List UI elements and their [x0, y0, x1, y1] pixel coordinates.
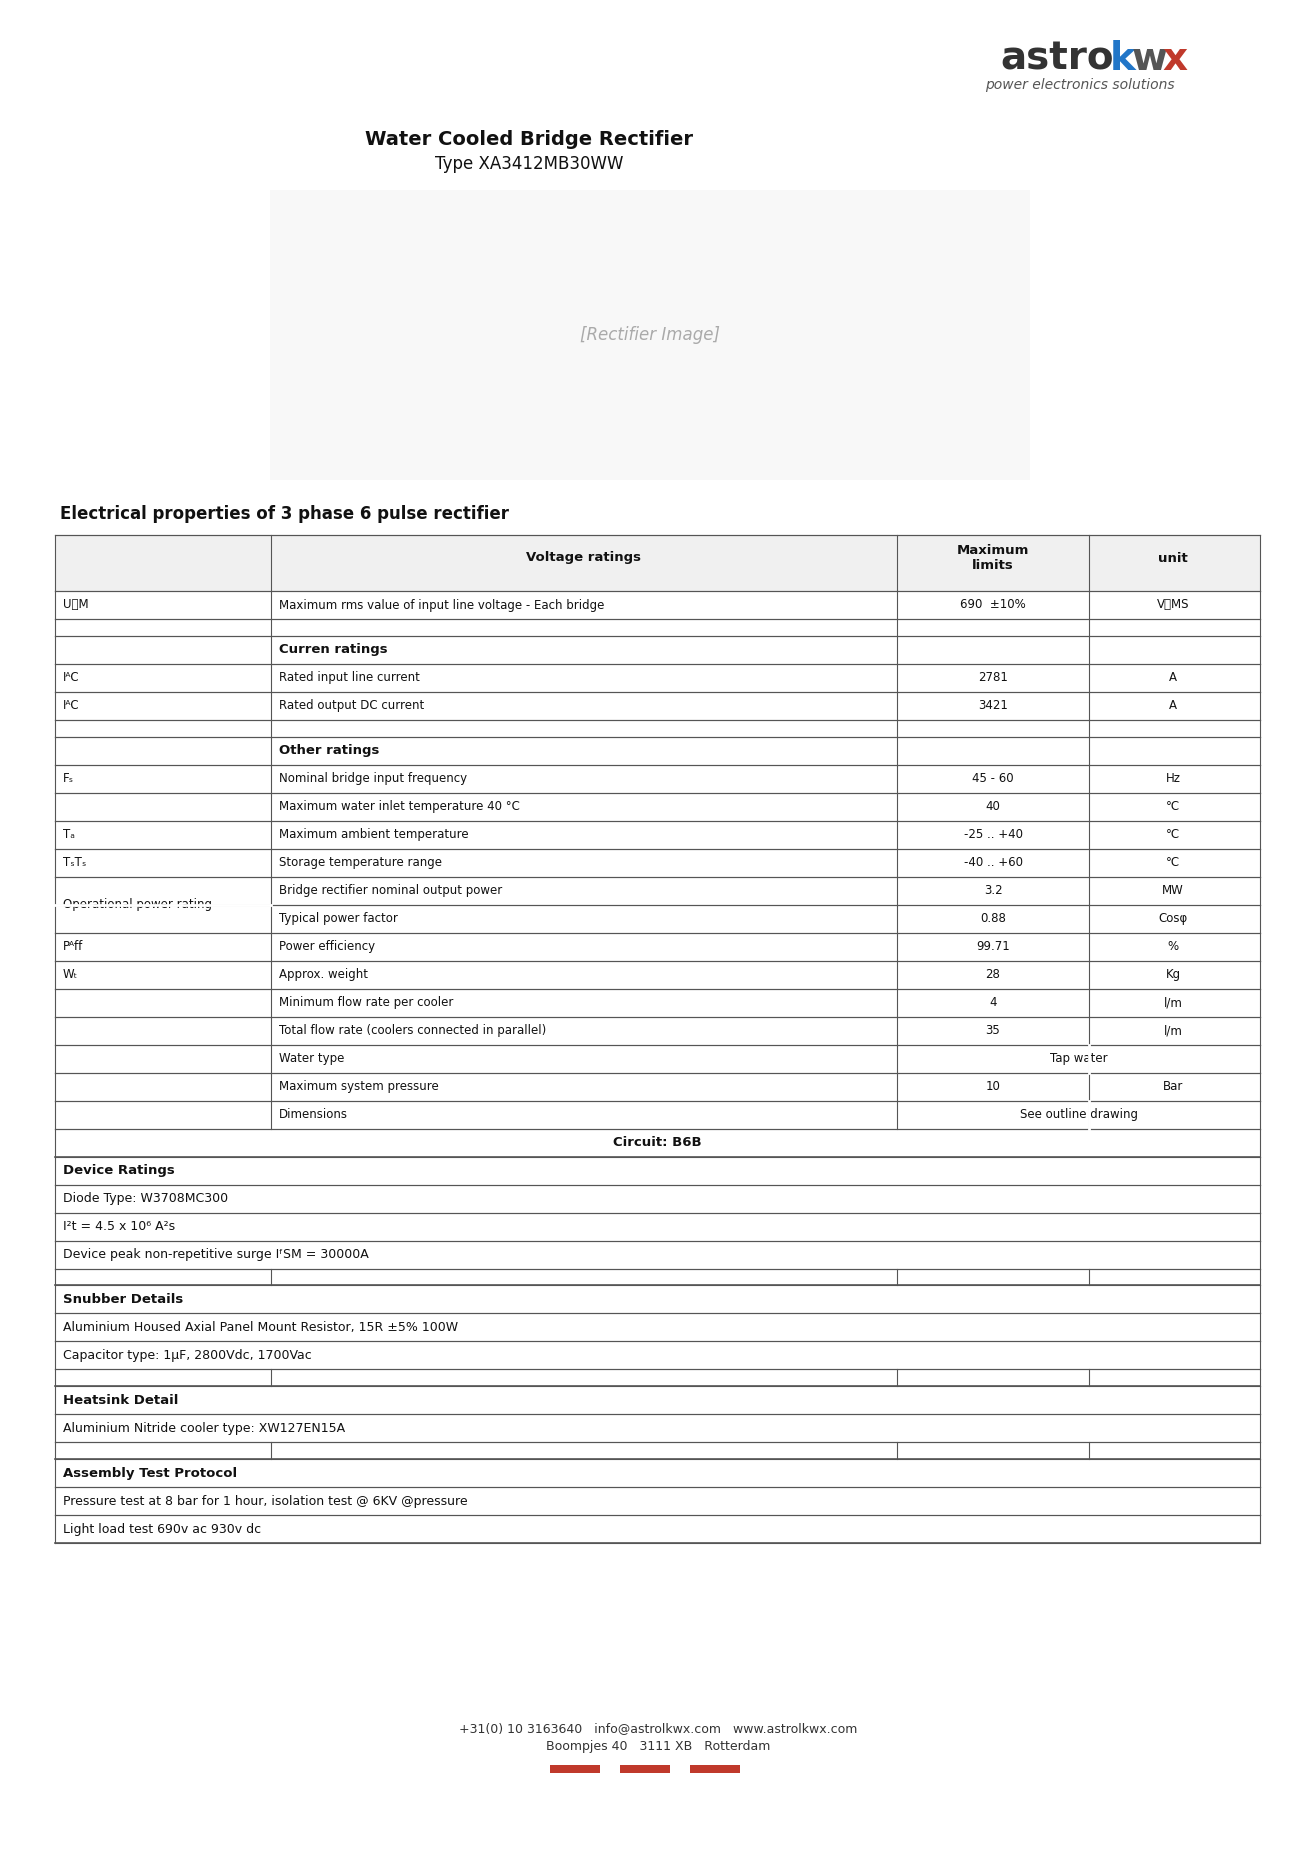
Text: Kg: Kg: [1166, 967, 1180, 980]
Text: 4: 4: [990, 997, 996, 1010]
Text: 28: 28: [986, 967, 1000, 980]
Text: Voltage ratings: Voltage ratings: [526, 552, 641, 564]
Text: Snubber Details: Snubber Details: [63, 1293, 183, 1306]
Text: Diode Type: W3708MC300: Diode Type: W3708MC300: [63, 1192, 228, 1205]
Text: Hz: Hz: [1166, 772, 1180, 785]
Text: 2781: 2781: [978, 671, 1008, 684]
Text: 0.88: 0.88: [980, 911, 1005, 924]
Text: MW: MW: [1162, 884, 1184, 897]
Text: Storage temperature range: Storage temperature range: [279, 856, 442, 869]
Text: 99.71: 99.71: [976, 939, 1009, 952]
Text: Rated output DC current: Rated output DC current: [279, 699, 424, 712]
Text: Light load test 690v ac 930v dc: Light load test 690v ac 930v dc: [63, 1523, 261, 1536]
Text: Other ratings: Other ratings: [279, 744, 379, 757]
Text: 45 - 60: 45 - 60: [973, 772, 1013, 785]
Text: °C: °C: [1166, 828, 1180, 841]
Text: power electronics solutions: power electronics solutions: [986, 78, 1175, 91]
Text: unit: unit: [1158, 552, 1188, 564]
Text: +31(0) 10 3163640   info@astrolkwx.com   www.astrolkwx.com: +31(0) 10 3163640 info@astrolkwx.com www…: [459, 1722, 857, 1735]
Text: 3421: 3421: [978, 699, 1008, 712]
Text: Fₛ: Fₛ: [63, 772, 74, 785]
Text: Aluminium Housed Axial Panel Mount Resistor, 15R ±5% 100W: Aluminium Housed Axial Panel Mount Resis…: [63, 1321, 458, 1334]
Text: Assembly Test Protocol: Assembly Test Protocol: [63, 1466, 237, 1479]
Text: I²t = 4.5 x 10⁶ A²s: I²t = 4.5 x 10⁶ A²s: [63, 1220, 175, 1233]
Text: Pᴬff: Pᴬff: [63, 939, 83, 952]
Text: IᴬC: IᴬC: [63, 671, 80, 684]
Text: Rated input line current: Rated input line current: [279, 671, 420, 684]
Text: Aluminium Nitride cooler type: XW127EN15A: Aluminium Nitride cooler type: XW127EN15…: [63, 1421, 345, 1434]
Text: °C: °C: [1166, 800, 1180, 813]
Text: Heatsink Detail: Heatsink Detail: [63, 1393, 179, 1406]
Text: Total flow rate (coolers connected in parallel): Total flow rate (coolers connected in pa…: [279, 1025, 546, 1038]
Text: Power efficiency: Power efficiency: [279, 939, 375, 952]
Text: Tₐ: Tₐ: [63, 828, 75, 841]
Text: Cosφ: Cosφ: [1158, 911, 1187, 924]
Text: IᴬC: IᴬC: [63, 699, 80, 712]
Text: Type XA3412MB30WW: Type XA3412MB30WW: [434, 154, 624, 173]
Text: Minimum flow rate per cooler: Minimum flow rate per cooler: [279, 997, 454, 1010]
Text: 3.2: 3.2: [983, 884, 1003, 897]
Text: Wₜ: Wₜ: [63, 967, 78, 980]
Text: w: w: [1132, 41, 1167, 78]
Text: A: A: [1169, 699, 1177, 712]
Text: See outline drawing: See outline drawing: [1020, 1109, 1137, 1122]
Text: -40 .. +60: -40 .. +60: [963, 856, 1023, 869]
Text: Boompjes 40   3111 XB   Rotterdam: Boompjes 40 3111 XB Rotterdam: [546, 1739, 770, 1752]
FancyBboxPatch shape: [270, 190, 1030, 480]
Text: Maximum system pressure: Maximum system pressure: [279, 1081, 438, 1094]
Text: Maximum ambient temperature: Maximum ambient temperature: [279, 828, 468, 841]
Text: 10: 10: [986, 1081, 1000, 1094]
Text: astro: astro: [1000, 41, 1113, 78]
Text: Device Ratings: Device Ratings: [63, 1164, 175, 1177]
Text: l/m: l/m: [1163, 1025, 1183, 1038]
Bar: [55, 536, 1259, 591]
Text: Capacitor type: 1μF, 2800Vdc, 1700Vac: Capacitor type: 1μF, 2800Vdc, 1700Vac: [63, 1348, 312, 1362]
Bar: [690, 1765, 740, 1773]
Text: VᴯMS: VᴯMS: [1157, 599, 1190, 612]
Text: TₛTₛ: TₛTₛ: [63, 856, 87, 869]
Text: Dimensions: Dimensions: [279, 1109, 347, 1122]
Text: [Rectifier Image]: [Rectifier Image]: [580, 326, 720, 344]
Text: Electrical properties of 3 phase 6 pulse rectifier: Electrical properties of 3 phase 6 pulse…: [61, 506, 509, 523]
Text: %: %: [1167, 939, 1179, 952]
Text: 40: 40: [986, 800, 1000, 813]
Text: -25 .. +40: -25 .. +40: [963, 828, 1023, 841]
Text: Typical power factor: Typical power factor: [279, 911, 397, 924]
Text: l/m: l/m: [1163, 997, 1183, 1010]
Text: 35: 35: [986, 1025, 1000, 1038]
Bar: [550, 1765, 600, 1773]
Text: Approx. weight: Approx. weight: [279, 967, 368, 980]
Text: Nominal bridge input frequency: Nominal bridge input frequency: [279, 772, 467, 785]
Text: UᵫM: UᵫM: [63, 599, 88, 612]
Text: Curren ratings: Curren ratings: [279, 644, 388, 657]
Text: A: A: [1169, 671, 1177, 684]
Text: Tap water: Tap water: [1050, 1053, 1107, 1066]
Text: Device peak non-repetitive surge IᶠSM = 30000A: Device peak non-repetitive surge IᶠSM = …: [63, 1248, 368, 1261]
Text: Operational power rating: Operational power rating: [63, 898, 212, 911]
Text: Maximum rms value of input line voltage - Each bridge: Maximum rms value of input line voltage …: [279, 599, 604, 612]
Text: °C: °C: [1166, 856, 1180, 869]
Text: Water Cooled Bridge Rectifier: Water Cooled Bridge Rectifier: [365, 130, 694, 149]
Text: x: x: [1162, 41, 1187, 78]
Text: Maximum
limits: Maximum limits: [957, 543, 1029, 573]
Text: Pressure test at 8 bar for 1 hour, isolation test @ 6KV @pressure: Pressure test at 8 bar for 1 hour, isola…: [63, 1494, 467, 1507]
Text: Water type: Water type: [279, 1053, 345, 1066]
Text: k: k: [1109, 41, 1136, 78]
Text: Circuit: B6B: Circuit: B6B: [613, 1136, 701, 1149]
Text: Maximum water inlet temperature 40 °C: Maximum water inlet temperature 40 °C: [279, 800, 520, 813]
Text: Bridge rectifier nominal output power: Bridge rectifier nominal output power: [279, 884, 503, 897]
Bar: [620, 1765, 670, 1773]
Text: Bar: Bar: [1163, 1081, 1183, 1094]
Text: 690  ±10%: 690 ±10%: [961, 599, 1026, 612]
